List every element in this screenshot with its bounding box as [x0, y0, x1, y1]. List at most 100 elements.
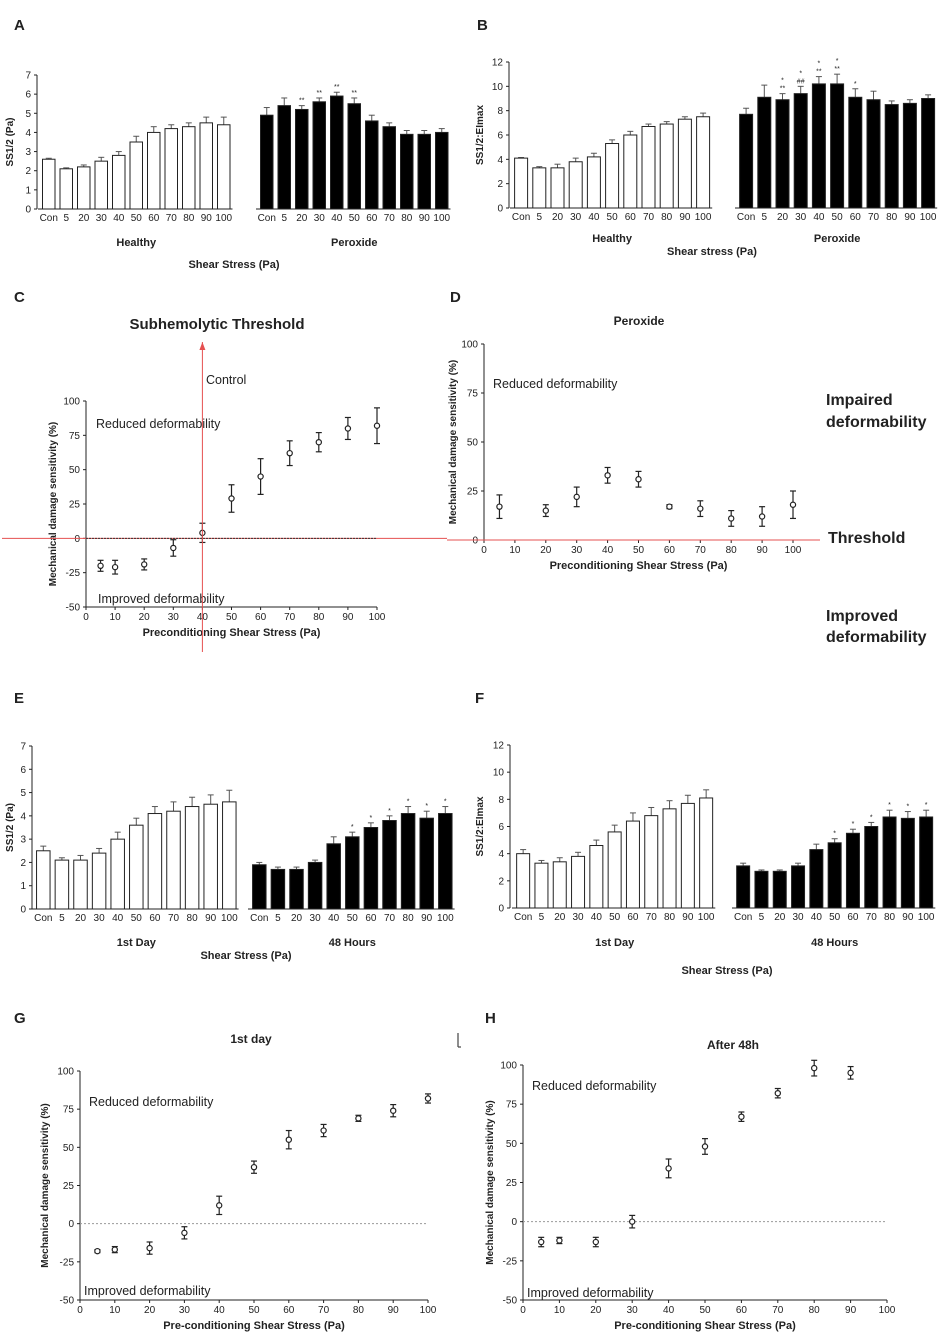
x-tick-label: Con — [512, 212, 530, 223]
x-tick-label: 40 — [214, 1305, 226, 1316]
x-tick-label: 60 — [283, 1305, 295, 1316]
y-axis-label: Mechanical damage sensitivity (%) — [485, 1100, 496, 1265]
group-label: 1st Day — [117, 937, 157, 949]
x-tick-label: 50 — [832, 212, 844, 223]
bar-48-hours-20 — [772, 870, 787, 909]
y-tick-label: 6 — [20, 765, 26, 776]
x-tick-label: 30 — [571, 545, 583, 556]
x-tick-label: 40 — [331, 213, 343, 224]
x-tick-label: 20 — [75, 913, 87, 924]
y-axis-label: SS1/2 (Pa) — [5, 118, 16, 167]
x-axis-label: Preconditioning Shear Stress (Pa) — [550, 560, 728, 572]
x-tick-label: 60 — [148, 213, 160, 224]
x-tick-label: 60 — [149, 913, 161, 924]
x-tick-label: 0 — [77, 1305, 83, 1316]
group-label: 48 Hours — [329, 937, 376, 949]
bar-peroxide-5 — [277, 105, 291, 210]
x-axis-label: Preconditioning Shear Stress (Pa) — [143, 627, 321, 639]
bar-healthy-5 — [532, 167, 547, 209]
y-tick-label: -50 — [60, 1296, 75, 1307]
bar-1st-day-40 — [110, 838, 125, 910]
x-tick-label: 70 — [166, 213, 178, 224]
x-tick-label: 100 — [437, 913, 454, 924]
chart-title: Subhemolytic Threshold — [129, 316, 304, 333]
x-axis-label: Shear Stress (Pa) — [681, 965, 772, 977]
bar-1st-day-20 — [552, 861, 567, 909]
bar-peroxide-20 — [775, 99, 790, 209]
significance-marker: * — [799, 70, 802, 77]
y-tick-label: 50 — [63, 1143, 75, 1154]
y-tick-label: 6 — [25, 90, 31, 101]
y-tick-label: -25 — [66, 568, 81, 579]
y-tick-label: 25 — [506, 1178, 518, 1189]
panel-label-E: E — [14, 690, 24, 707]
x-tick-label: 80 — [726, 545, 738, 556]
significance-marker: ** — [780, 86, 786, 93]
x-tick-label: 70 — [646, 912, 658, 923]
x-tick-label: 40 — [113, 213, 125, 224]
significance-marker: * — [925, 802, 928, 809]
data-point-G-10 — [111, 1246, 119, 1253]
chart-H: -50 -25 0 25 50 75 100 0 10 20 30 40 50 60 70 80 90 100 Af… — [485, 1038, 896, 1332]
significance-marker: ** — [334, 84, 340, 91]
data-point-G-100 — [424, 1095, 432, 1102]
x-tick-label: 100 — [920, 212, 937, 223]
x-tick-label: Con — [514, 912, 532, 923]
data-point-D-5 — [496, 503, 503, 510]
x-tick-label: 80 — [401, 213, 413, 224]
y-tick-label: 0 — [472, 536, 478, 547]
x-tick-label: 40 — [811, 912, 823, 923]
group-label: Peroxide — [814, 233, 860, 245]
bar-1st-day-80 — [662, 808, 677, 909]
y-tick-label: 10 — [492, 82, 504, 93]
data-point-D-40 — [604, 472, 611, 479]
y-tick-label: 5 — [25, 109, 31, 120]
data-point-D-50 — [635, 476, 642, 483]
significance-marker: * — [388, 808, 391, 815]
x-tick-label: 40 — [663, 1305, 675, 1316]
x-tick-label: 0 — [520, 1305, 526, 1316]
bar-healthy-30 — [94, 160, 108, 210]
significance-marker: * — [818, 61, 821, 68]
data-point-D-90 — [758, 513, 766, 520]
y-tick-label: -25 — [503, 1256, 518, 1267]
bar-1st-day-100 — [699, 797, 714, 909]
x-tick-label: 20 — [144, 1305, 156, 1316]
x-tick-label: 80 — [313, 612, 325, 623]
x-tick-label: 5 — [759, 912, 765, 923]
x-tick-label: 50 — [248, 1305, 260, 1316]
x-tick-label: 10 — [554, 1305, 566, 1316]
bar-healthy-40 — [586, 156, 601, 209]
y-tick-label: 100 — [57, 1067, 74, 1078]
x-axis-label: Shear Stress (Pa) — [188, 259, 279, 271]
data-point-C-5 — [97, 562, 104, 570]
bar-peroxide-90 — [417, 133, 431, 210]
significance-marker: * — [870, 814, 873, 821]
bar-peroxide-80 — [400, 133, 414, 210]
significance-marker: * — [833, 831, 836, 838]
y-tick-label: 5 — [20, 788, 26, 799]
x-tick-label: 30 — [572, 912, 584, 923]
y-tick-label: 25 — [69, 500, 81, 511]
x-tick-label: 70 — [318, 1305, 330, 1316]
y-tick-label: 2 — [20, 858, 26, 869]
x-tick-label: 40 — [591, 912, 603, 923]
y-axis-label: SS1/2:EImax — [475, 796, 486, 856]
group-label: 1st Day — [595, 937, 635, 949]
y-tick-label: 0 — [511, 1217, 517, 1228]
annotation-reduced-deformability: Reduced deformability — [532, 1079, 657, 1093]
x-tick-label: Con — [40, 213, 58, 224]
y-tick-label: 12 — [492, 58, 504, 69]
y-tick-label: 25 — [63, 1181, 75, 1192]
annotation-improved-deformability: Improved deformability — [98, 592, 225, 606]
significance-marker: * — [370, 815, 373, 822]
data-point-G-50 — [250, 1163, 258, 1171]
x-tick-label: 100 — [420, 1305, 437, 1316]
y-tick-label: 0 — [74, 534, 80, 545]
x-axis-label: Shear Stress (Pa) — [200, 950, 291, 962]
bar-1st-day-5 — [54, 859, 70, 910]
bar-healthy-90 — [677, 118, 692, 209]
bar-1st-day-60 — [147, 813, 163, 910]
